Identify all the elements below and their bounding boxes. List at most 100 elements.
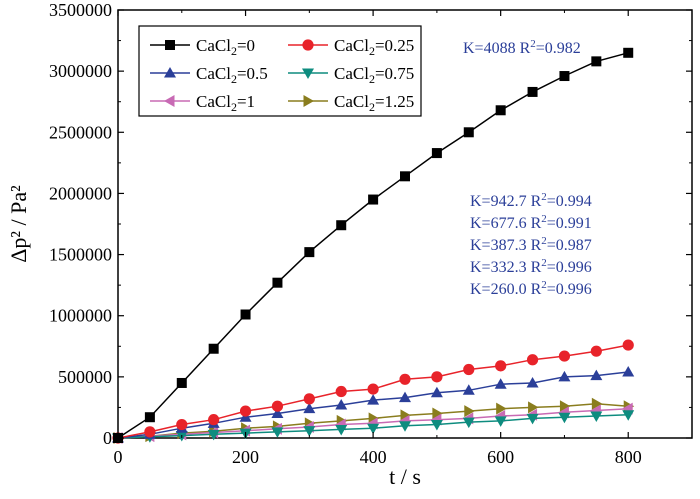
data-point	[527, 86, 538, 97]
y-tick-label: 2500000	[49, 122, 112, 142]
data-point	[590, 369, 603, 381]
data-point	[400, 409, 411, 422]
data-point	[591, 56, 602, 67]
fit-annotation-3: K=387.3 R2=0.987	[470, 235, 592, 254]
data-point	[495, 105, 506, 116]
data-point	[432, 407, 443, 420]
data-point	[463, 127, 474, 138]
legend-item: CaCl2=1.25	[288, 92, 414, 114]
data-point	[335, 385, 347, 398]
y-tick-label: 500000	[58, 367, 112, 387]
y-tick-label: 3500000	[49, 0, 112, 20]
fit-annotation-4: K=332.3 R2=0.996	[470, 257, 592, 276]
data-point	[271, 427, 284, 438]
y-tick-label: 3000000	[49, 61, 112, 81]
legend-swatch-marker	[303, 95, 314, 107]
data-point	[559, 400, 571, 413]
legend-label: CaCl2=0.75	[334, 64, 414, 86]
data-point	[558, 412, 571, 424]
data-point	[494, 378, 507, 389]
series-0	[113, 47, 634, 443]
legend-swatch-marker	[164, 95, 175, 107]
x-tick-label: 200	[232, 447, 259, 467]
data-point	[144, 412, 155, 423]
data-point	[558, 370, 571, 382]
data-point	[559, 71, 570, 82]
data-point	[335, 398, 348, 410]
y-tick-label: 0	[103, 428, 112, 448]
fit-annotation-2: K=677.6 R2=0.991	[470, 213, 592, 232]
legend-label: CaCl2=1.25	[334, 92, 414, 114]
data-point	[430, 420, 443, 431]
y-axis-ticks: 0 500000 1000000 1500000 2000000 2500000 30000…	[49, 0, 692, 448]
data-point	[463, 363, 475, 376]
series-2	[112, 365, 635, 443]
x-tick-label: 800	[615, 447, 642, 467]
legend-swatch-marker	[165, 40, 175, 50]
fit-annotation-1: K=942.7 R2=0.994	[470, 191, 592, 210]
data-point	[367, 383, 379, 395]
data-point	[622, 365, 635, 377]
legend-swatch-marker	[302, 39, 314, 51]
legend-swatch-marker	[164, 67, 176, 78]
legend-swatch-marker	[302, 68, 314, 79]
x-tick-label: 600	[487, 447, 514, 467]
data-point	[303, 426, 316, 437]
data-point	[430, 386, 443, 398]
data-point	[431, 371, 443, 383]
fit-annotation-5: K=260.0 R2=0.996	[470, 279, 592, 298]
data-point	[239, 405, 252, 417]
data-point	[558, 350, 571, 362]
legend-item: CaCl2=0.5	[150, 64, 268, 86]
data-point	[303, 402, 316, 414]
fit-annotations: K=4088 R2=0.982 K=942.7 R2=0.994 K=677.6 R…	[463, 38, 592, 298]
data-point	[464, 405, 475, 418]
data-point	[367, 394, 380, 405]
data-point	[208, 343, 219, 354]
x-tick-label: 0	[114, 447, 123, 467]
legend-item: CaCl2=0.25	[288, 36, 414, 58]
data-point	[526, 354, 539, 366]
data-point	[526, 376, 539, 388]
data-point	[336, 220, 347, 231]
legend-label: CaCl2=0.5	[196, 64, 268, 86]
axis-titles: t / s Δp² / Pa²	[6, 185, 421, 489]
data-point	[271, 400, 284, 412]
data-point	[462, 417, 475, 429]
legend-item: CaCl2=0.75	[288, 64, 414, 86]
legend-label: CaCl2=0	[196, 36, 255, 58]
x-axis-title: t / s	[389, 464, 421, 489]
data-point	[528, 401, 539, 414]
data-point	[623, 47, 634, 58]
data-point	[144, 426, 156, 438]
data-point	[400, 171, 410, 182]
y-tick-label: 1000000	[49, 306, 112, 326]
data-point	[208, 414, 220, 426]
data-point	[590, 411, 603, 422]
legend-item: CaCl2=1	[150, 92, 255, 114]
data-point	[496, 402, 507, 415]
legend-item: CaCl2=0	[150, 36, 255, 58]
y-tick-label: 2000000	[49, 183, 112, 203]
data-point	[399, 391, 411, 403]
data-point	[176, 418, 188, 431]
data-point	[622, 339, 634, 351]
data-point	[303, 393, 315, 405]
data-point	[176, 377, 187, 388]
legend-label: CaCl2=0.25	[334, 36, 414, 58]
data-point	[431, 148, 442, 159]
data-point	[590, 345, 602, 357]
data-point	[367, 423, 380, 435]
data-point	[526, 413, 539, 425]
y-tick-label: 1500000	[49, 245, 112, 265]
data-point	[272, 277, 283, 288]
data-point	[368, 194, 379, 205]
data-point	[271, 407, 284, 419]
data-point	[622, 410, 635, 421]
data-point	[494, 416, 507, 427]
data-point	[591, 397, 603, 410]
fit-annotation-0: K=4088 R2=0.982	[463, 38, 581, 57]
data-point	[207, 429, 220, 441]
